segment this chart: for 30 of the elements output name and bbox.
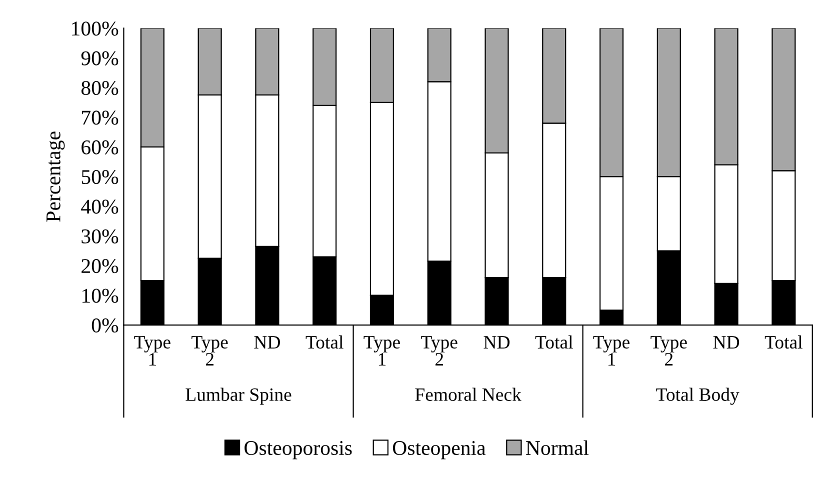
y-tick-label: 100% [72,22,118,36]
y-tick-label: 0% [92,318,118,333]
legend-label: Osteoporosis [244,441,352,460]
y-axis-title: Percentage [46,132,65,222]
x-tick-label: Total [764,335,802,349]
text: Femoral Neck [415,388,522,401]
y-tick-label: 70% [82,110,118,125]
x-tick-label: ND [713,336,740,348]
y-tick-label: 20% [82,259,118,274]
x-tick-label: Type 1 [364,336,400,366]
x-tick-label: Type 1 [593,336,630,366]
y-tick-label: 10% [82,288,118,303]
x-tick-label: Total [306,335,344,349]
y-tick-label: 30% [82,229,118,244]
y-tick-label: 90% [81,51,118,66]
x-tick-label: Type 2 [421,336,458,366]
x-tick-label: Type 2 [650,336,687,366]
text: Total Body [656,388,740,405]
x-tick-label: Total [535,335,573,349]
legend-label: Osteopenia [392,441,486,460]
x-tick-label: ND [484,336,510,348]
x-tick-label: ND [254,336,280,348]
y-tick-label: 40% [81,200,118,214]
x-tick-label: Type 1 [134,336,170,366]
y-tick-label: 50% [82,170,118,184]
legend-label: Normal [526,440,589,456]
y-tick-label: 60% [82,140,118,154]
text: Lumbar Spine [186,388,292,405]
y-tick-label: 80% [81,80,118,96]
x-tick-label: Type 2 [192,336,228,366]
